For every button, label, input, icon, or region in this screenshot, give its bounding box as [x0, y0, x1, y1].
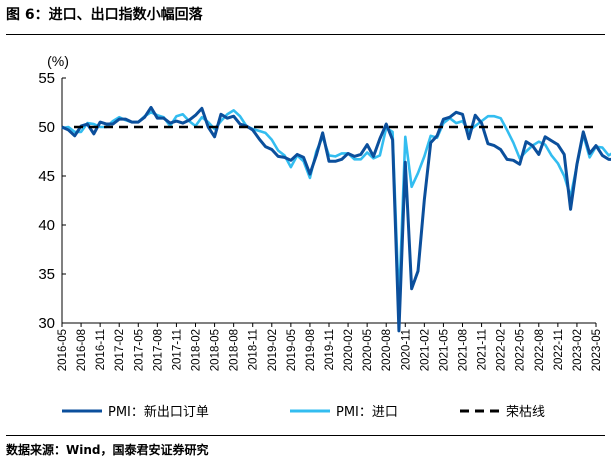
- x-tick-label: 2018-05: [210, 329, 222, 371]
- chart-series: [61, 105, 611, 333]
- x-tick-label: 2016-05: [57, 329, 69, 371]
- x-tick-label: 2019-08: [305, 329, 317, 371]
- y-tick-label: 40: [38, 217, 55, 234]
- x-tick-label: 2017-11: [171, 329, 183, 370]
- y-tick-label: 35: [38, 266, 55, 283]
- x-tick-label: 2018-08: [229, 329, 241, 371]
- x-tick-label: 2020-02: [343, 329, 355, 371]
- y-tick-label: 50: [38, 119, 55, 136]
- x-tick-label: 2022-02: [496, 329, 508, 371]
- series-line-import: [61, 109, 611, 306]
- x-tick-label: 2020-11: [400, 329, 412, 370]
- x-tick-label: 2019-05: [286, 329, 298, 371]
- source-note: 数据来源：Wind，国泰君安证券研究: [6, 443, 209, 457]
- x-tick-label: 2017-08: [152, 329, 164, 371]
- x-tick-label: 2023-05: [591, 329, 603, 371]
- x-tick-label: 2017-02: [114, 329, 126, 371]
- x-tick-label: 2020-08: [381, 329, 393, 371]
- x-tick-label: 2019-02: [267, 329, 279, 371]
- x-tick-label: 2022-11: [553, 329, 565, 370]
- x-tick-label: 2019-11: [324, 329, 336, 370]
- title-rule: [6, 34, 605, 35]
- x-tick-label: 2018-11: [248, 329, 260, 370]
- x-tick-label: 2020-05: [362, 329, 374, 371]
- y-tick-label: 55: [38, 70, 55, 87]
- x-tick-label: 2021-05: [438, 329, 450, 371]
- figure-title: 图 6：进口、出口指数小幅回落: [6, 7, 203, 23]
- x-tick-label: 2021-08: [458, 329, 470, 371]
- y-tick-label: 45: [38, 168, 55, 185]
- y-unit-label: (%): [47, 53, 69, 69]
- legend-label: 荣枯线: [506, 405, 545, 420]
- y-tick-label: 30: [38, 315, 55, 332]
- x-tick-label: 2021-02: [419, 329, 431, 371]
- x-tick-label: 2016-11: [95, 329, 107, 370]
- x-tick-label: 2022-08: [534, 329, 546, 371]
- chart-axes: 30 35 40 45 50 55(%) 2016-05 2016-08 2016-11 2017…: [38, 53, 603, 371]
- x-tick-label: 2021-11: [477, 329, 489, 370]
- x-tick-label: 2016-08: [76, 329, 88, 371]
- source-rule: [6, 435, 605, 436]
- x-tick-label: 2017-05: [133, 329, 145, 371]
- series-line-export-orders: [61, 105, 611, 333]
- x-tick-label: 2018-02: [191, 329, 203, 371]
- legend-label: PMI：新出口订单: [108, 404, 209, 420]
- x-tick-label: 2022-05: [515, 329, 527, 371]
- chart-legend: PMI：新出口订单 PMI：进口 荣枯线: [62, 404, 545, 420]
- x-tick-label: 2023-02: [572, 329, 584, 371]
- legend-label: PMI：进口: [336, 405, 398, 420]
